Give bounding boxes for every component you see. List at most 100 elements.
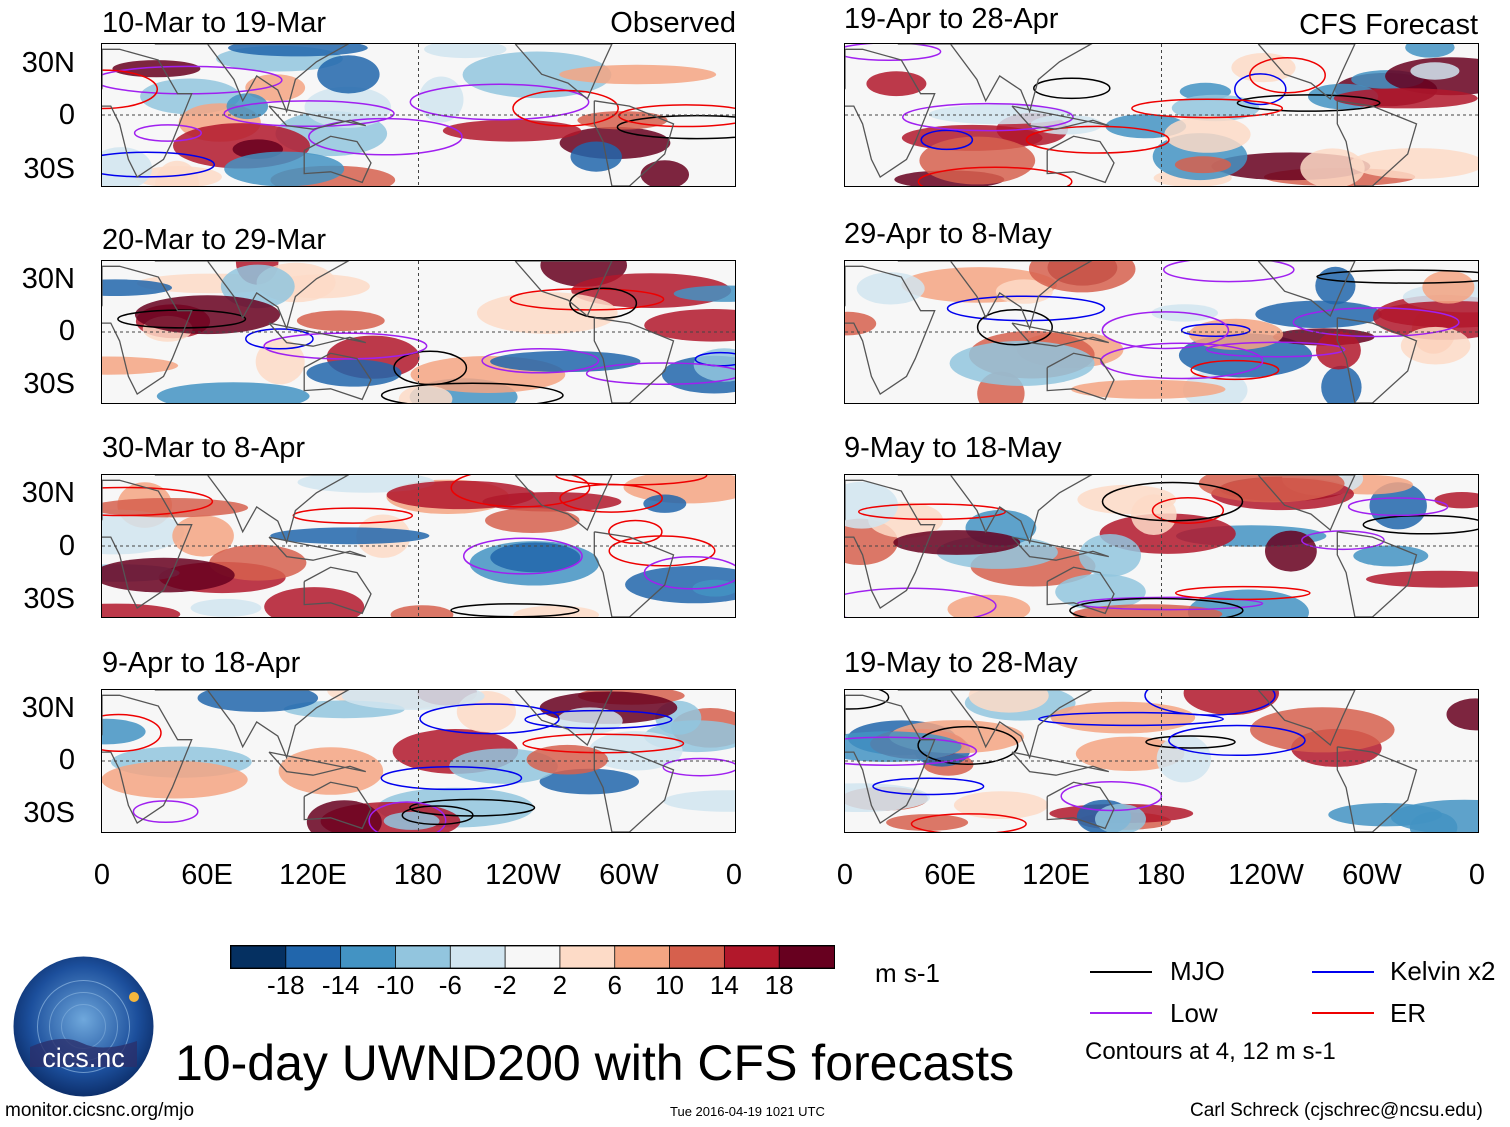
- wave-contour: [845, 736, 978, 766]
- anomaly-shading: [296, 310, 385, 331]
- anomaly-shading: [1405, 44, 1455, 58]
- anomaly-shading: [663, 790, 735, 812]
- legend-label-er: ER: [1390, 998, 1427, 1028]
- coastline: [303, 135, 372, 184]
- anomaly-shading: [1255, 300, 1382, 328]
- legend-line-er: [1312, 1012, 1374, 1014]
- footer-timestamp: Tue 2016-04-19 1021 UTC: [670, 1104, 825, 1119]
- anomaly-shading: [485, 508, 580, 533]
- map-panel-2: [101, 260, 736, 404]
- wave-contour: [1069, 597, 1244, 617]
- wave-contour: [917, 725, 1019, 765]
- colorbar-tick-label: -6: [438, 970, 462, 1000]
- wave-contour: [1292, 307, 1460, 338]
- anomaly-shading: [490, 542, 581, 573]
- lat-tick-30n: 30N: [21, 263, 75, 295]
- lat-tick-30n: 30N: [21, 477, 75, 509]
- colorbar-swatch: [778, 945, 835, 969]
- map-field: [102, 475, 735, 617]
- map-field: [845, 690, 1478, 832]
- wave-contour: [1162, 261, 1295, 283]
- colorbar-tick-label: 10: [655, 970, 684, 1000]
- coastline: [303, 781, 372, 830]
- anomaly-shading: [623, 475, 735, 504]
- wave-contour: [1236, 94, 1381, 112]
- map-panel-5: [844, 43, 1479, 187]
- lon-tick: 0: [725, 859, 743, 891]
- anomaly-shading: [1366, 570, 1478, 588]
- anomaly-shading: [490, 350, 641, 373]
- coastline: [1257, 44, 1356, 101]
- anomaly-shading: [102, 509, 185, 555]
- anomaly-shading: [1410, 62, 1460, 80]
- coastline: [897, 475, 1093, 545]
- wave-contour: [102, 69, 159, 110]
- colorbar-tick-label: -10: [376, 970, 415, 1000]
- lon-tick: 120W: [485, 859, 561, 891]
- anomaly-shading: [1422, 270, 1475, 304]
- colorbar-swatch: [559, 945, 616, 969]
- coastline: [303, 352, 372, 401]
- wave-contour: [102, 151, 216, 178]
- wave-contour: [1131, 98, 1284, 119]
- coastline: [268, 751, 367, 776]
- colorbar-swatch: [340, 945, 397, 969]
- logo-text: cics.nc: [42, 1043, 125, 1073]
- coastline: [845, 479, 936, 610]
- anomaly-shading: [341, 690, 485, 710]
- wave-contour: [512, 89, 619, 127]
- wave-contour: [1060, 780, 1163, 812]
- coastline: [897, 690, 1093, 760]
- wave-contour: [263, 332, 428, 360]
- anomaly-shading: [640, 160, 689, 186]
- coastline: [1336, 317, 1418, 403]
- anomaly-shading: [928, 104, 1073, 125]
- wave-contour: [845, 44, 942, 62]
- anomaly-shading: [476, 292, 618, 334]
- lon-tick: 180: [393, 859, 443, 891]
- coastline: [1336, 531, 1418, 617]
- colorbar-tick-label: -18: [267, 970, 305, 1000]
- anomaly-shading: [102, 603, 181, 617]
- anomaly-shading: [197, 690, 319, 712]
- coastline: [593, 100, 675, 186]
- coastline: [154, 44, 350, 114]
- wave-contour: [1180, 323, 1251, 338]
- map-field: [102, 261, 735, 403]
- anomaly-shading: [1156, 735, 1212, 783]
- coastline: [897, 261, 1093, 331]
- panel-4-title: 9-Apr to 18-Apr: [102, 647, 301, 679]
- anomaly-shading: [949, 340, 1095, 386]
- lon-tick: 0: [1468, 859, 1486, 891]
- observed-label: Observed: [610, 7, 736, 39]
- coastline: [154, 475, 350, 545]
- anomaly-shading: [577, 111, 668, 130]
- coastline: [1011, 105, 1110, 130]
- anomaly-shading: [856, 272, 925, 305]
- colorbar-swatch: [230, 945, 287, 969]
- map-panel-6: [844, 260, 1479, 404]
- coastline: [268, 536, 367, 561]
- coastline: [897, 44, 1093, 114]
- legend-label-low: Low: [1170, 998, 1218, 1028]
- anomaly-shading: [1028, 261, 1136, 293]
- map-panel-1: [101, 43, 736, 187]
- wave-contour: [245, 328, 314, 350]
- coastline: [1011, 751, 1110, 776]
- anomaly-shading: [953, 791, 1049, 819]
- lon-tick: 0: [836, 859, 854, 891]
- anomaly-shading: [1349, 148, 1478, 179]
- wave-contour: [872, 777, 985, 796]
- wave-contour: [1205, 341, 1346, 358]
- wave-contour: [1101, 481, 1244, 522]
- wave-contour: [1316, 269, 1478, 284]
- colorbar-swatch: [449, 945, 506, 969]
- anomaly-shading: [424, 44, 507, 59]
- lat-tick-30s: 30S: [23, 153, 75, 185]
- anomaly-shading: [1250, 707, 1395, 753]
- lon-tick: 60E: [181, 859, 233, 891]
- colorbar-swatch: [723, 945, 781, 969]
- coastline: [154, 690, 350, 760]
- coastline: [593, 746, 675, 832]
- anomaly-shading: [570, 141, 622, 172]
